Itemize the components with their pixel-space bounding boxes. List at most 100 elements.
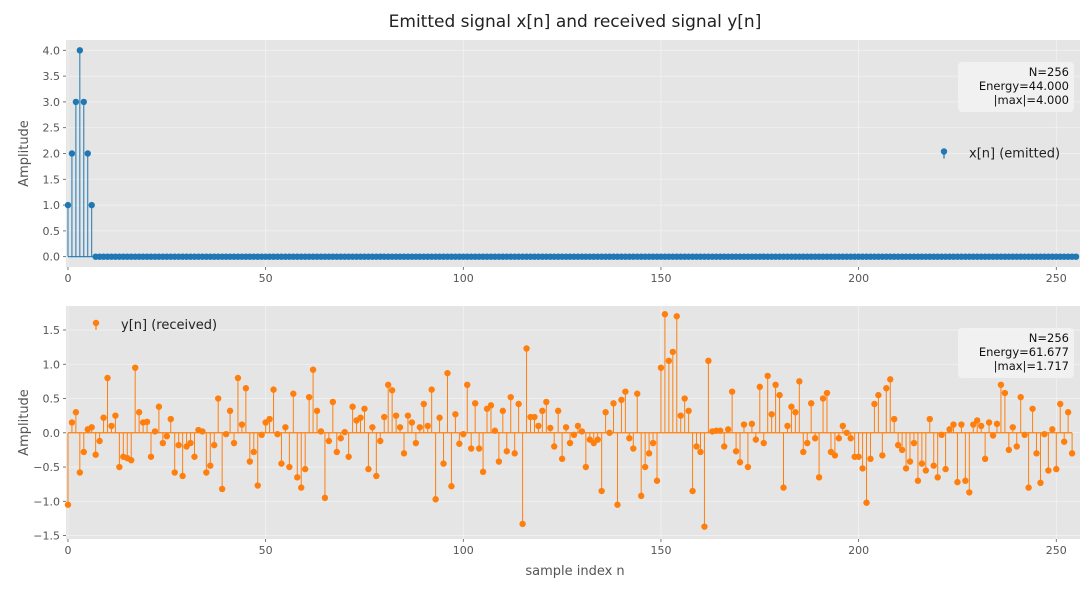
stem-marker	[614, 501, 621, 508]
stem-marker	[748, 420, 756, 428]
stem-marker	[420, 400, 427, 408]
x-tick-label: 150	[650, 544, 671, 557]
stem-marker	[811, 435, 819, 442]
stem-marker	[622, 388, 629, 395]
stem-marker	[325, 437, 333, 445]
stem-marker	[531, 413, 538, 421]
stem-marker	[278, 460, 285, 467]
stem-marker	[234, 374, 242, 382]
stem-marker	[68, 419, 76, 426]
stem-marker	[847, 435, 854, 442]
stem-marker	[76, 47, 84, 54]
stem-marker	[645, 450, 653, 457]
stem-marker	[547, 424, 554, 432]
x-axis-label: sample index n	[525, 564, 624, 579]
stats-line: Energy=61.677	[979, 345, 1069, 359]
stem-marker	[424, 422, 431, 430]
y-tick-label: 2.5	[43, 122, 61, 135]
stem-marker	[396, 424, 404, 431]
stem-marker	[554, 407, 562, 415]
stem-marker	[653, 477, 661, 484]
plot-area	[66, 306, 1080, 539]
stem-marker	[1033, 450, 1040, 457]
stem-marker	[981, 455, 989, 463]
stem-marker	[657, 364, 665, 371]
stem-marker	[1053, 465, 1060, 473]
stem-marker	[499, 407, 507, 415]
stem-marker	[970, 421, 977, 428]
stem-marker	[108, 422, 115, 430]
stem-marker	[800, 448, 807, 456]
stem-marker	[807, 400, 815, 407]
stem-marker	[147, 453, 155, 460]
stem-marker	[831, 452, 839, 459]
stem-marker	[859, 465, 866, 472]
x-tick-label: 200	[848, 272, 869, 285]
stem-marker	[677, 412, 684, 419]
stem-marker	[128, 456, 135, 464]
stem-marker	[788, 403, 795, 410]
stem-marker	[507, 393, 514, 401]
stem-marker	[230, 439, 238, 447]
stem-marker	[266, 415, 273, 423]
stem-marker	[487, 402, 495, 409]
stem-marker	[460, 430, 467, 438]
legend-label: y[n] (received)	[121, 318, 217, 333]
stem-marker	[365, 465, 372, 473]
stem-marker	[436, 414, 443, 421]
stem-marker	[997, 381, 1005, 389]
stem-marker	[823, 389, 831, 397]
stem-marker	[218, 485, 226, 493]
stem-marker	[377, 437, 384, 445]
stem-marker	[1060, 438, 1068, 445]
stem-marker	[602, 409, 609, 416]
stem-marker	[341, 428, 348, 436]
stem-marker	[902, 465, 910, 472]
stem-marker	[768, 411, 775, 418]
stem-marker	[938, 431, 945, 439]
stem-marker	[349, 403, 356, 410]
y-tick-label: 3.0	[43, 96, 61, 109]
stem-marker	[598, 487, 605, 495]
stem-marker	[942, 465, 949, 473]
stem-marker	[381, 413, 388, 421]
x-tick-label: 250	[1046, 272, 1067, 285]
stem-marker	[772, 381, 779, 389]
stem-marker	[76, 469, 84, 476]
stem-marker	[313, 407, 321, 415]
stem-marker	[191, 453, 198, 460]
stem-marker	[412, 439, 420, 447]
x-tick-label: 50	[259, 544, 273, 557]
stem-marker	[72, 409, 80, 416]
stem-marker	[1072, 253, 1080, 260]
stem-marker	[1009, 424, 1016, 431]
stem-marker	[721, 443, 728, 450]
stem-marker	[211, 441, 218, 449]
stem-marker	[764, 372, 771, 380]
stem-marker	[242, 385, 250, 392]
stem-marker	[1057, 400, 1064, 408]
stem-marker	[167, 415, 174, 423]
stem-marker	[68, 150, 76, 157]
stem-marker	[993, 420, 1001, 428]
stem-marker	[305, 393, 313, 401]
stem-marker	[155, 403, 163, 410]
stem-marker	[369, 424, 376, 431]
stem-marker	[756, 383, 763, 391]
legend-marker	[92, 319, 100, 327]
stem-marker	[1029, 405, 1036, 412]
stem-marker	[428, 386, 435, 393]
stem-marker	[578, 428, 586, 435]
stem-marker	[294, 474, 301, 481]
stem-marker	[254, 482, 261, 489]
x-tick-label: 0	[64, 272, 71, 285]
stem-marker	[732, 448, 740, 455]
stem-marker	[637, 492, 645, 500]
stem-marker	[1001, 389, 1009, 397]
stem-marker	[388, 387, 396, 394]
stem-marker	[883, 385, 890, 392]
stem-marker	[835, 435, 843, 442]
stem-marker	[740, 421, 748, 428]
stem-marker	[717, 427, 724, 434]
